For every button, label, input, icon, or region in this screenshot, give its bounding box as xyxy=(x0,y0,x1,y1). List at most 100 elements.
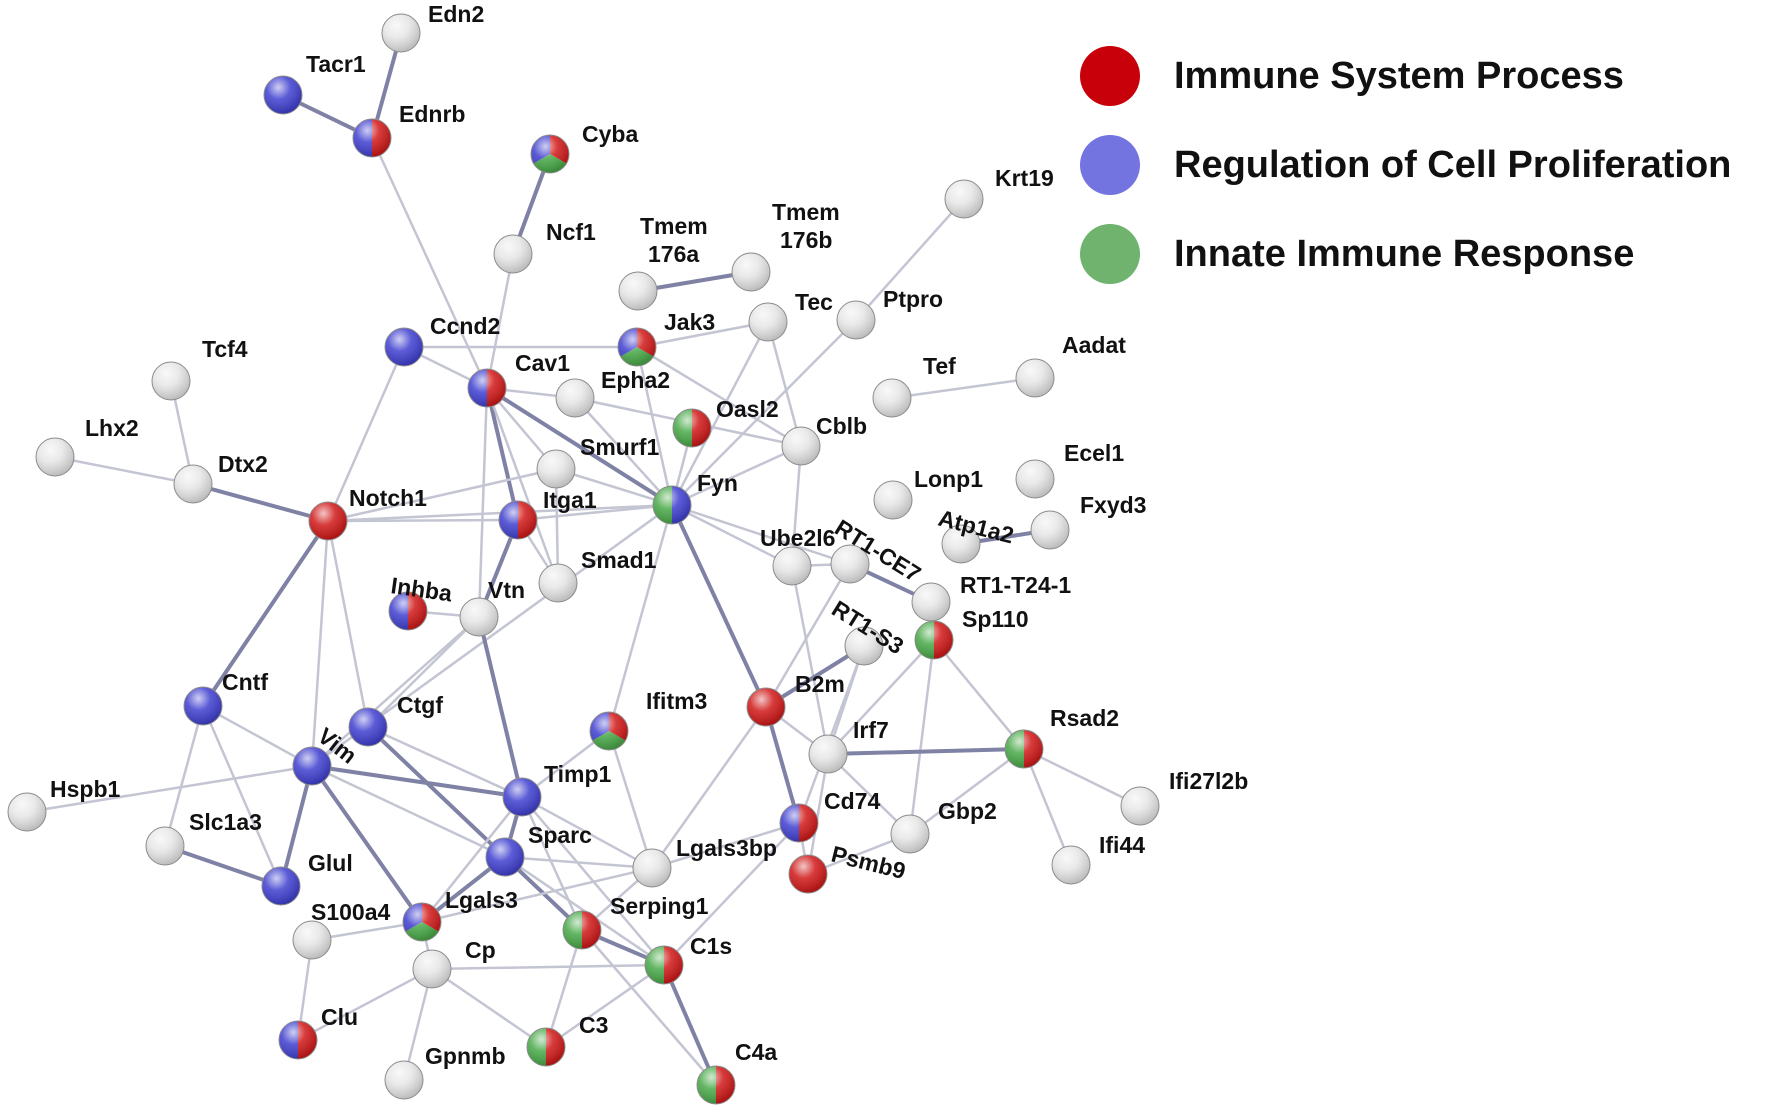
node-label-sp110: Sp110 xyxy=(962,606,1029,632)
node-itga1[interactable]: Itga1 xyxy=(498,487,597,540)
node-lhx2[interactable]: Lhx2 xyxy=(35,415,139,477)
node-gloss xyxy=(183,686,223,726)
node-jak3[interactable]: Jak3 xyxy=(617,309,715,367)
edge-vim-cntf xyxy=(201,704,314,768)
node-oasl2[interactable]: Oasl2 xyxy=(672,396,779,448)
node-inhba[interactable]: Inhba xyxy=(388,572,454,631)
node-ncf1[interactable]: Ncf1 xyxy=(493,219,596,274)
node-atp1a2[interactable]: Atp1a2 xyxy=(936,505,1017,564)
node-rt1-t24-1[interactable]: RT1-T24-1 xyxy=(911,572,1071,622)
node-ccnd2[interactable]: Ccnd2 xyxy=(384,313,500,367)
node-gloss xyxy=(467,368,507,408)
node-rsad2[interactable]: Rsad2 xyxy=(1004,705,1119,769)
node-ednrb[interactable]: Ednrb xyxy=(352,101,465,158)
node-lgals3[interactable]: Lgals3 xyxy=(402,887,518,942)
node-cyba[interactable]: Cyba xyxy=(530,121,638,174)
node-s100a4[interactable]: S100a4 xyxy=(292,899,391,960)
edge-c1s-c4a xyxy=(662,963,718,1087)
node-vtn[interactable]: Vtn xyxy=(459,577,525,637)
edge-rt1-s3-cd74 xyxy=(797,644,866,825)
node-cd74[interactable]: Cd74 xyxy=(779,788,880,843)
node-irf7[interactable]: Irf7 xyxy=(808,717,889,774)
node-timp1[interactable]: Timp1 xyxy=(502,761,612,817)
legend-item-innate-immune-response: Innate Immune Response xyxy=(1080,224,1770,284)
node-tef[interactable]: Tef xyxy=(872,353,956,418)
node-cblb[interactable]: Cblb xyxy=(781,413,867,466)
node-cav1[interactable]: Cav1 xyxy=(467,350,570,408)
node-c3[interactable]: C3 xyxy=(526,1012,608,1067)
node-gloss xyxy=(384,327,424,367)
node-gloss xyxy=(502,777,542,817)
node-tmem176a[interactable]: Tmem 176a xyxy=(618,213,708,311)
node-ifi27l2b[interactable]: Ifi27l2b xyxy=(1120,768,1248,826)
node-gloss xyxy=(890,814,930,854)
node-tmem176b[interactable]: Tmem 176b xyxy=(731,199,840,292)
edge-irf7-psmb9 xyxy=(806,752,830,876)
node-krt19[interactable]: Krt19 xyxy=(944,165,1054,219)
node-edn2[interactable]: Edn2 xyxy=(381,1,484,53)
node-ctgf[interactable]: Ctgf xyxy=(348,692,443,747)
edge-ccnd2-notch1 xyxy=(326,345,406,523)
node-lgals3bp[interactable]: Lgals3bp xyxy=(632,835,777,888)
node-smad1[interactable]: Smad1 xyxy=(538,547,657,603)
node-c1s[interactable]: C1s xyxy=(644,933,732,985)
node-gloss xyxy=(1004,729,1044,769)
node-label-lgals3: Lgals3 xyxy=(445,887,518,913)
node-ube2l6[interactable]: Ube2l6 xyxy=(760,525,835,586)
edge-ctgf-sparc xyxy=(366,725,507,859)
node-clu[interactable]: Clu xyxy=(278,1004,358,1060)
edge-sp110-rsad2 xyxy=(932,638,1026,751)
node-label-krt19: Krt19 xyxy=(995,165,1054,191)
node-gloss xyxy=(261,866,301,906)
node-tec[interactable]: Tec xyxy=(748,289,833,342)
node-epha2[interactable]: Epha2 xyxy=(555,367,670,418)
node-c4a[interactable]: C4a xyxy=(696,1039,777,1105)
node-gloss xyxy=(384,1060,424,1100)
node-ptpro[interactable]: Ptpro xyxy=(836,286,943,340)
node-ifi44[interactable]: Ifi44 xyxy=(1051,832,1145,885)
node-ecel1[interactable]: Ecel1 xyxy=(1015,440,1124,499)
node-cntf[interactable]: Cntf xyxy=(183,669,268,726)
node-label-glul: Glul xyxy=(308,850,353,876)
node-fyn[interactable]: Fyn xyxy=(652,470,738,525)
legend-label: Innate Immune Response xyxy=(1174,232,1635,275)
node-dtx2[interactable]: Dtx2 xyxy=(173,451,268,504)
node-glul[interactable]: Glul xyxy=(261,850,353,906)
node-gbp2[interactable]: Gbp2 xyxy=(890,798,997,854)
node-gloss xyxy=(530,134,570,174)
node-gloss xyxy=(632,848,672,888)
node-gloss xyxy=(1120,786,1160,826)
node-notch1[interactable]: Notch1 xyxy=(308,485,427,541)
node-cp[interactable]: Cp xyxy=(412,937,496,989)
node-fxyd3[interactable]: Fxyd3 xyxy=(1030,492,1146,550)
node-label-b2m: B2m xyxy=(795,671,845,697)
node-hspb1[interactable]: Hspb1 xyxy=(7,776,121,832)
edge-sp110-irf7 xyxy=(826,638,936,756)
node-smurf1[interactable]: Smurf1 xyxy=(536,434,659,489)
node-label-c1s: C1s xyxy=(690,933,732,959)
node-label-rsad2: Rsad2 xyxy=(1050,705,1119,731)
node-tacr1[interactable]: Tacr1 xyxy=(263,51,366,115)
node-gpnmb[interactable]: Gpnmb xyxy=(384,1043,506,1100)
node-rt1-s3[interactable]: RT1-S3 xyxy=(827,595,908,666)
node-slc1a3[interactable]: Slc1a3 xyxy=(145,809,262,866)
node-gloss xyxy=(781,426,821,466)
node-lonp1[interactable]: Lonp1 xyxy=(873,466,983,520)
node-label-tcf4: Tcf4 xyxy=(202,336,248,362)
node-sparc[interactable]: Sparc xyxy=(485,822,592,877)
node-psmb9[interactable]: Psmb9 xyxy=(788,841,908,894)
node-gloss xyxy=(844,626,884,666)
edge-smurf1-notch1 xyxy=(326,467,558,523)
node-gloss xyxy=(779,803,819,843)
node-ifitm3[interactable]: Ifitm3 xyxy=(589,688,707,751)
node-tcf4[interactable]: Tcf4 xyxy=(151,336,248,401)
node-b2m[interactable]: B2m xyxy=(746,671,845,727)
edge-krt19-ptpro xyxy=(854,197,966,322)
node-gloss xyxy=(731,252,771,292)
node-serping1[interactable]: Serping1 xyxy=(562,893,709,950)
node-sp110[interactable]: Sp110 xyxy=(914,606,1029,660)
node-aadat[interactable]: Aadat xyxy=(1015,332,1126,398)
edge-ube2l6-irf7 xyxy=(790,564,830,756)
node-label-epha2: Epha2 xyxy=(601,367,670,393)
node-gloss xyxy=(911,582,951,622)
